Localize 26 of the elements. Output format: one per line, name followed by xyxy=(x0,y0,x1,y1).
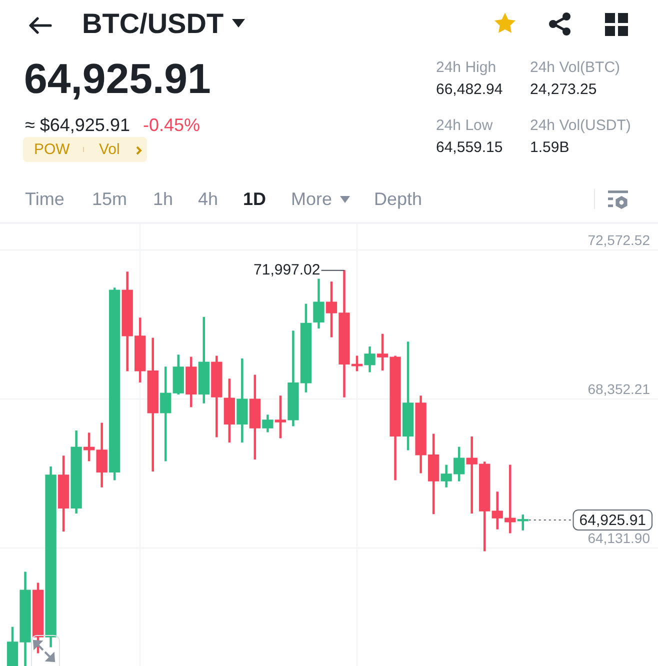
text: 64,925.91 xyxy=(24,54,211,102)
ref-line-label: 64,925.91 xyxy=(579,512,646,530)
y-tick-label: 68,352.21 xyxy=(588,380,650,397)
text: 24h Vol(USDT) xyxy=(530,117,631,134)
text: Depth xyxy=(374,188,422,209)
text: Vol xyxy=(99,141,120,158)
text: 1D xyxy=(243,188,266,209)
text: More xyxy=(291,188,332,209)
y-tick-label: 72,572.52 xyxy=(588,232,650,248)
text: 15m xyxy=(92,188,128,209)
text: 24h Low xyxy=(436,117,493,134)
annotation: 71,997.02 xyxy=(254,261,320,278)
text: 24h Vol(BTC) xyxy=(530,59,620,76)
text: 1h xyxy=(153,188,174,209)
text: 24h High xyxy=(436,59,496,76)
text: BTC/USDT xyxy=(82,8,224,38)
text: 4h xyxy=(198,188,218,209)
text: POW xyxy=(34,141,70,158)
text: 66,482.94 xyxy=(436,81,503,98)
text: 1.59B xyxy=(530,139,570,156)
text: Time xyxy=(25,188,64,209)
text: -0.45% xyxy=(143,114,200,134)
text: 24,273.25 xyxy=(530,81,597,98)
y-tick-label: 64,131.90 xyxy=(588,530,650,546)
text: 64,559.15 xyxy=(436,139,503,156)
text: ≈ $64,925.91 xyxy=(25,114,130,134)
